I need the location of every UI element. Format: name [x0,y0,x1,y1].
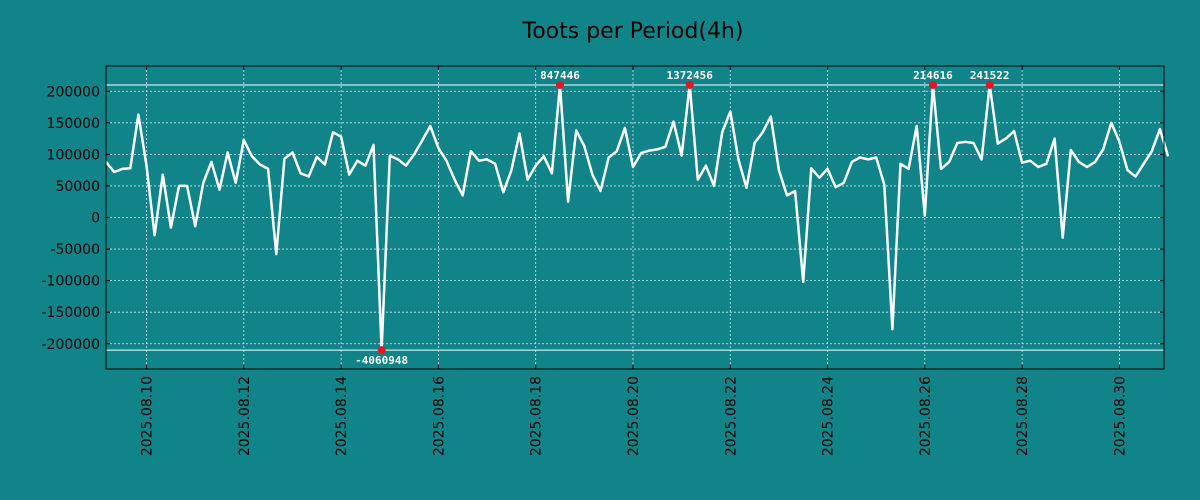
peak-marker [928,80,937,89]
peak-label: 241522 [970,69,1010,82]
y-tick-label: 100000 [47,147,100,163]
y-tick-label: 0 [91,211,100,227]
x-tick-label: 2025.08.26 [918,376,934,456]
grid-lines [106,66,1164,369]
x-tick-label: 2025.08.24 [821,376,837,456]
peak-label: 214616 [913,69,953,82]
peak-label: 1372456 [667,69,714,82]
y-tick-label: -100000 [42,274,101,290]
y-tick-label: 50000 [55,179,100,195]
x-tick-label: 2025.08.18 [529,376,545,456]
peak-label: 847446 [540,69,580,82]
y-axis: -200000 -150000 -100000 -50000 0 50000 100000 1… [42,84,1164,353]
x-tick-label: 2025.08.14 [334,376,350,456]
peak-marker [985,80,994,89]
x-tick-label: 2025.08.10 [140,376,156,456]
x-tick-label: 2025.08.20 [626,376,642,456]
chart-title: Toots per Period(4h) [522,19,744,44]
x-tick-label: 2025.08.12 [237,376,253,456]
peak-marker [685,80,694,89]
y-tick-label: 200000 [47,84,100,100]
x-tick-label: 2025.08.28 [1015,376,1031,456]
peak-marker [556,80,565,89]
y-tick-label: -150000 [42,305,101,321]
peak-label: -4060948 [355,354,408,367]
peak-marker [377,346,386,355]
y-tick-label: -200000 [42,337,101,353]
x-tick-label: 2025.08.22 [723,376,739,456]
x-tick-label: 2025.08.30 [1112,376,1128,456]
x-axis: 2025.08.10 2025.08.12 2025.08.14 2025.08.16… [140,66,1128,456]
y-tick-label: -50000 [50,242,100,258]
x-tick-label: 2025.08.16 [431,376,447,456]
y-tick-label: 150000 [47,116,100,132]
series-layer [105,83,1170,352]
peak-markers: -4060948 847446 1372456 214616 241522 [355,69,1009,367]
series-line [105,83,1170,352]
